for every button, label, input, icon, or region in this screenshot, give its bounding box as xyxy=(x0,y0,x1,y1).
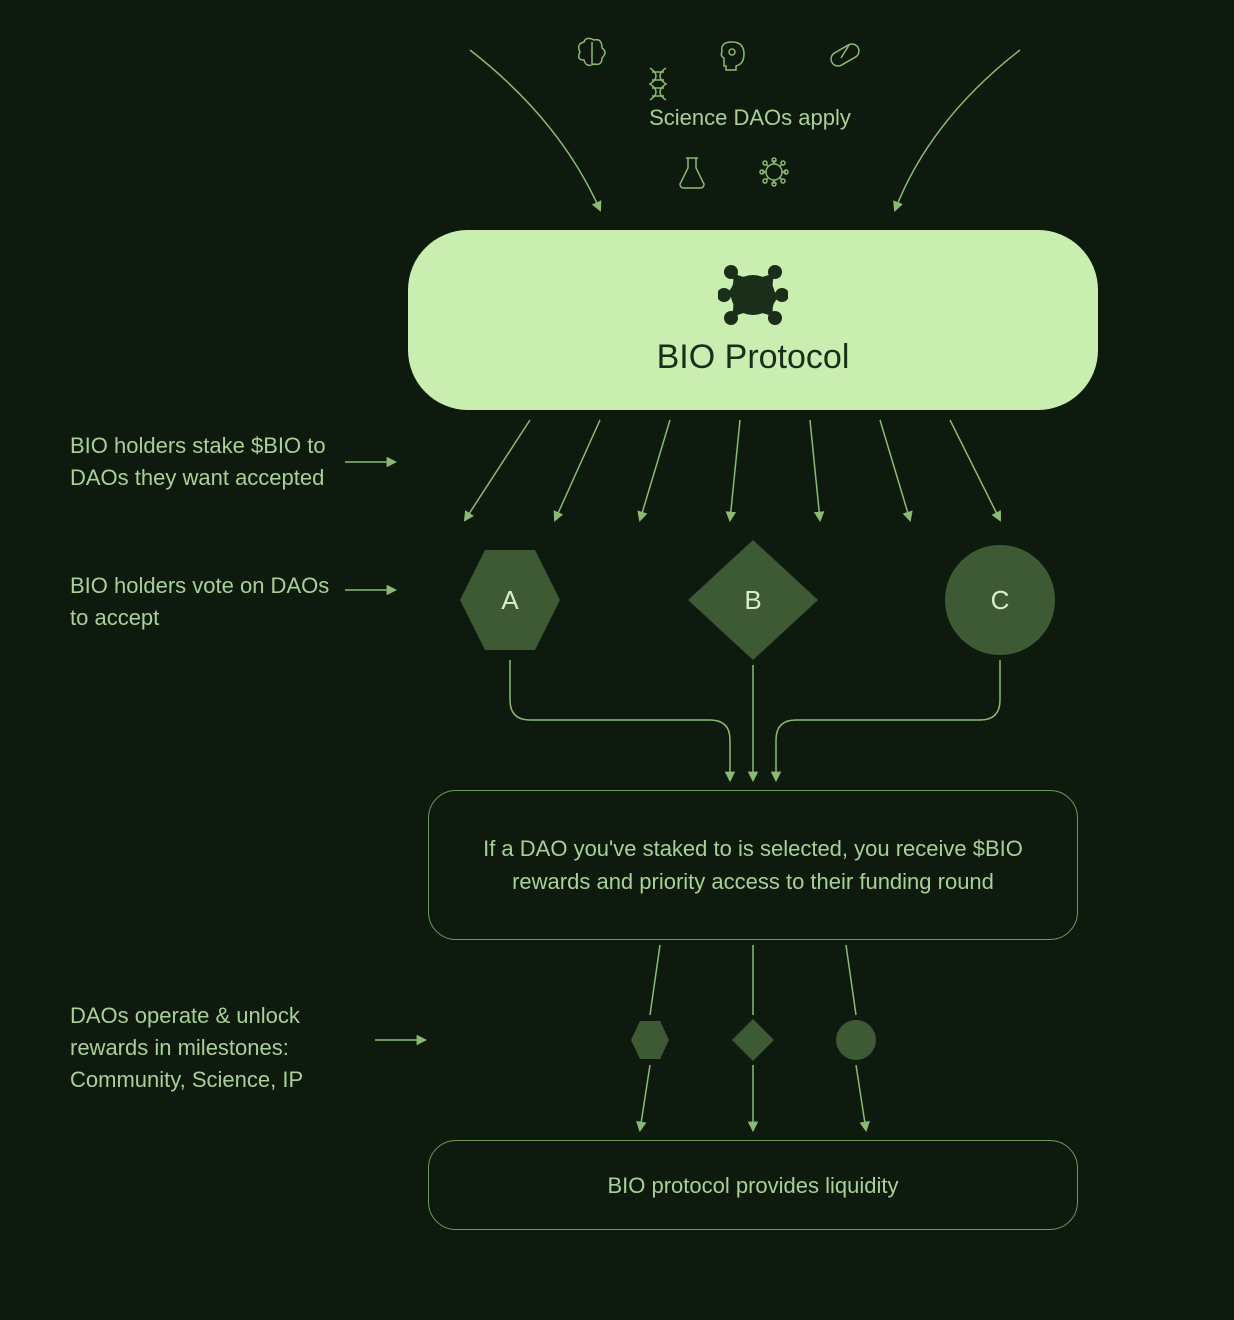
dao-b-node: B xyxy=(683,535,823,665)
mini-dao-c xyxy=(835,1019,877,1061)
bio-logo-icon xyxy=(718,264,788,326)
liquidity-box: BIO protocol provides liquidity xyxy=(428,1140,1078,1230)
reward-box: If a DAO you've staked to is selected, y… xyxy=(428,790,1078,940)
diagram-canvas: Science DAOs apply BIO Protocol BIO hold… xyxy=(0,0,1234,1320)
bio-protocol-title: BIO Protocol xyxy=(657,338,850,377)
mini-dao-a xyxy=(629,1019,671,1061)
top-label: Science DAOs apply xyxy=(600,105,900,131)
dao-b-label: B xyxy=(744,585,761,616)
dao-c-node: C xyxy=(945,545,1055,655)
bio-protocol-node: BIO Protocol xyxy=(408,230,1098,410)
mini-dao-b xyxy=(730,1017,776,1063)
vote-label: BIO holders vote on DAOs to accept xyxy=(70,570,340,634)
connector-overlay xyxy=(0,0,1234,1320)
dao-a-label: A xyxy=(501,585,518,616)
dao-c-label: C xyxy=(991,585,1010,616)
dao-a-node: A xyxy=(455,545,565,655)
milestones-label: DAOs operate & unlock rewards in milesto… xyxy=(70,1000,370,1096)
stake-label: BIO holders stake $BIO to DAOs they want… xyxy=(70,430,340,494)
